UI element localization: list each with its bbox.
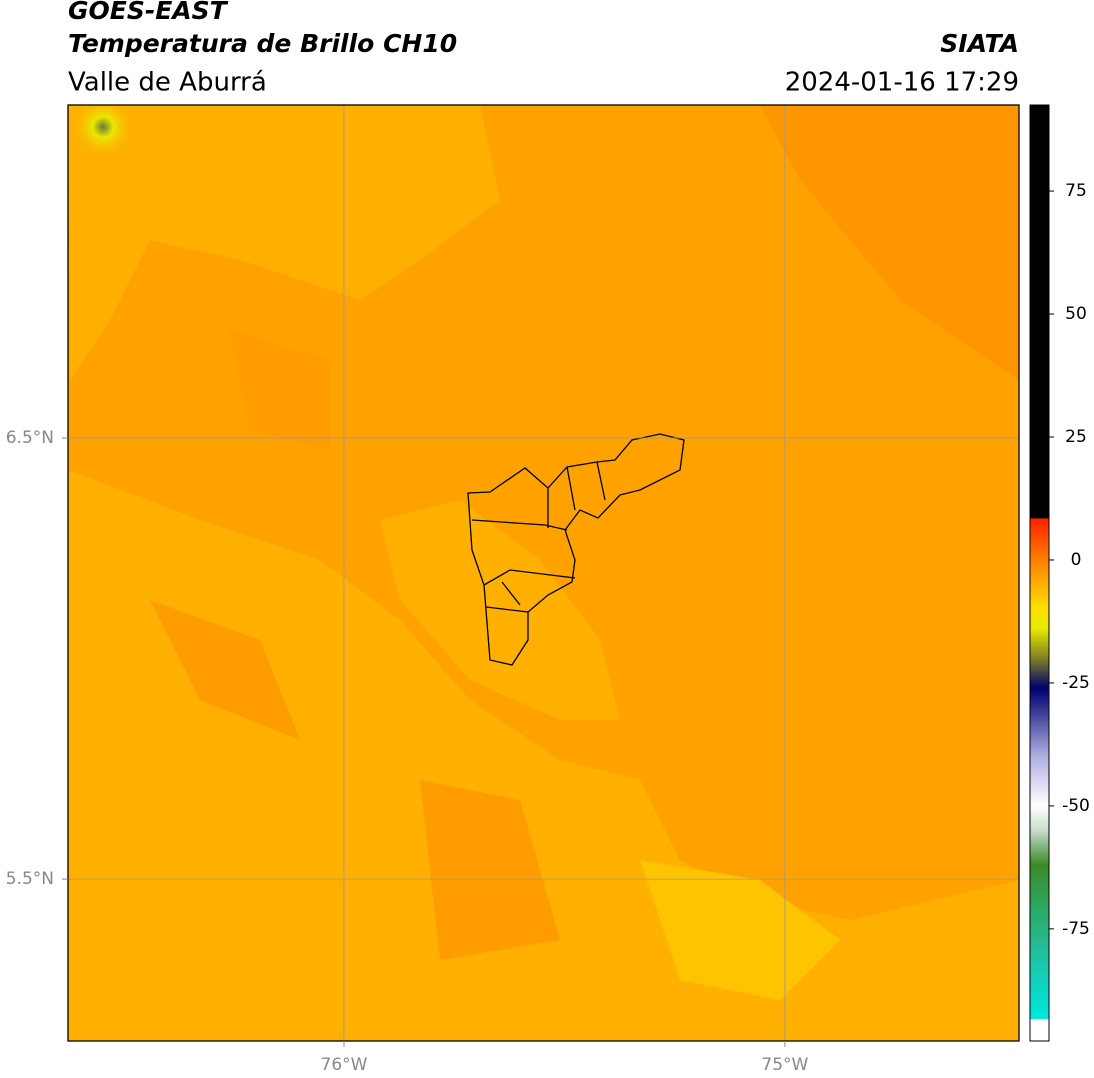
- warm-region: [640, 860, 840, 1000]
- warm-region: [68, 470, 1019, 1041]
- map-frame: [67, 104, 1020, 1042]
- colorbar-tick-label: 25: [1065, 427, 1087, 447]
- cool-region: [150, 330, 560, 960]
- y-tick-label: 6.5°N: [6, 428, 54, 448]
- colorbar-frame: [1029, 104, 1050, 1042]
- colorbar-tick-label: 0: [1071, 550, 1082, 570]
- colorbar: [1030, 105, 1049, 1041]
- title: GOES-EAST: [68, 0, 229, 25]
- warm-region: [380, 500, 620, 720]
- municipal-boundaries: [467, 433, 685, 666]
- warm-region: [68, 105, 500, 380]
- region: Valle de Aburrá: [68, 68, 267, 98]
- colorbar-tick-label: -50: [1062, 796, 1090, 816]
- x-tick-label: 75°W: [761, 1055, 808, 1075]
- source: SIATA: [940, 29, 1019, 58]
- map-field: [68, 105, 1019, 1041]
- colorbar-tick-label: -25: [1062, 673, 1090, 693]
- subtitle: Temperatura de Brillo CH10: [68, 29, 457, 58]
- datetime: 2024-01-16 17:29: [785, 68, 1019, 98]
- x-tick-label: 76°W: [321, 1055, 368, 1075]
- hot-spot: [73, 105, 133, 157]
- y-tick-label: 5.5°N: [6, 869, 54, 889]
- cool-region: [760, 105, 1019, 380]
- colorbar-tick-label: -75: [1062, 919, 1090, 939]
- colorbar-tick-label: 75: [1065, 181, 1087, 201]
- colorbar-tick-label: 50: [1065, 304, 1087, 324]
